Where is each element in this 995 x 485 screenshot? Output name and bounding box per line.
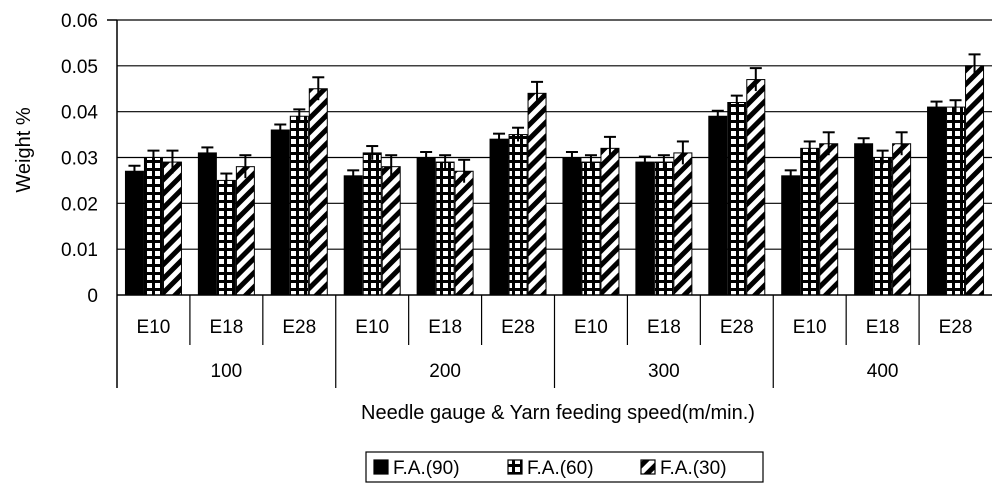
bar-solid [781, 175, 801, 296]
x-tick-label: E10 [355, 317, 389, 338]
legend-swatch-dotted [507, 459, 523, 475]
axes [107, 19, 992, 388]
bar-dotted [289, 115, 309, 296]
gridlines [117, 19, 992, 250]
bar-solid [416, 157, 436, 296]
x-tick-label: E10 [793, 317, 827, 338]
bar-dotted [143, 157, 163, 296]
x-axis-title: Needle gauge & Yarn feeding speed(m/min.… [361, 402, 755, 424]
y-tick-label: 0 [87, 286, 98, 307]
legend-swatch-solid [373, 459, 389, 475]
bar-dotted [216, 179, 236, 296]
bar-solid [489, 138, 509, 296]
x-tick-label: E18 [647, 317, 681, 338]
bar-diagonal [892, 143, 912, 296]
y-tick-label: 0.03 [61, 149, 98, 170]
bar-diagonal [600, 147, 620, 296]
bar-dotted [362, 152, 382, 296]
bar-diagonal [162, 161, 182, 296]
x-tick-label: E28 [501, 317, 535, 338]
bars [124, 53, 985, 296]
x-tick-label: E18 [866, 317, 900, 338]
bar-diagonal [746, 79, 766, 296]
x-tick-label: E10 [574, 317, 608, 338]
bar-dotted [435, 161, 455, 296]
legend-label: F.A.(30) [660, 458, 727, 479]
bar-diagonal [308, 88, 328, 296]
x-tick-label: E10 [137, 317, 171, 338]
bar-solid [343, 175, 363, 296]
group-label: 300 [648, 361, 680, 382]
y-tick-label: 0.04 [61, 103, 98, 124]
bar-diagonal [527, 92, 547, 296]
x-tick-label: E28 [282, 317, 316, 338]
bar-solid [635, 161, 655, 296]
bar-dotted [654, 161, 674, 296]
bar-diagonal [965, 65, 985, 296]
bar-solid [854, 143, 874, 296]
bar-solid [708, 115, 728, 296]
group-label: 400 [867, 361, 899, 382]
bar-diagonal [673, 152, 693, 296]
bar-dotted [873, 157, 893, 296]
y-tick-label: 0.06 [61, 11, 98, 32]
bar-dotted [508, 134, 528, 296]
bar-solid [270, 129, 290, 296]
legend-label: F.A.(90) [393, 458, 460, 479]
group-label: 200 [429, 361, 461, 382]
bar-solid [927, 106, 947, 296]
y-tick-label: 0.02 [61, 194, 98, 215]
y-tick-label: 0.05 [61, 57, 98, 78]
legend: F.A.(90) F.A.(60) F.A.(30) [365, 451, 764, 483]
bar-solid [124, 170, 144, 296]
bar-dotted [946, 106, 966, 296]
legend-swatch-diagonal [640, 459, 656, 475]
bar-diagonal [235, 166, 255, 296]
tick-labels: 0 0.01 0.02 0.03 0.04 0.05 0.06 E10 E18 E28 E10 E18… [61, 11, 972, 382]
x-tick-label: E18 [209, 317, 243, 338]
bar-solid [197, 152, 217, 296]
legend-box [365, 451, 764, 483]
x-tick-label: E18 [428, 317, 462, 338]
bar-diagonal [381, 166, 401, 296]
y-tick-label: 0.01 [61, 240, 98, 261]
y-axis-title: Weight % [13, 107, 35, 192]
x-tick-label: E28 [720, 317, 754, 338]
group-label: 100 [211, 361, 243, 382]
bar-dotted [800, 147, 820, 296]
bar-dotted [727, 102, 747, 296]
bar-diagonal [819, 143, 839, 296]
bar-solid [562, 157, 582, 296]
legend-label: F.A.(60) [527, 458, 594, 479]
x-tick-label: E28 [939, 317, 973, 338]
bar-dotted [581, 161, 601, 296]
bar-diagonal [454, 170, 474, 296]
